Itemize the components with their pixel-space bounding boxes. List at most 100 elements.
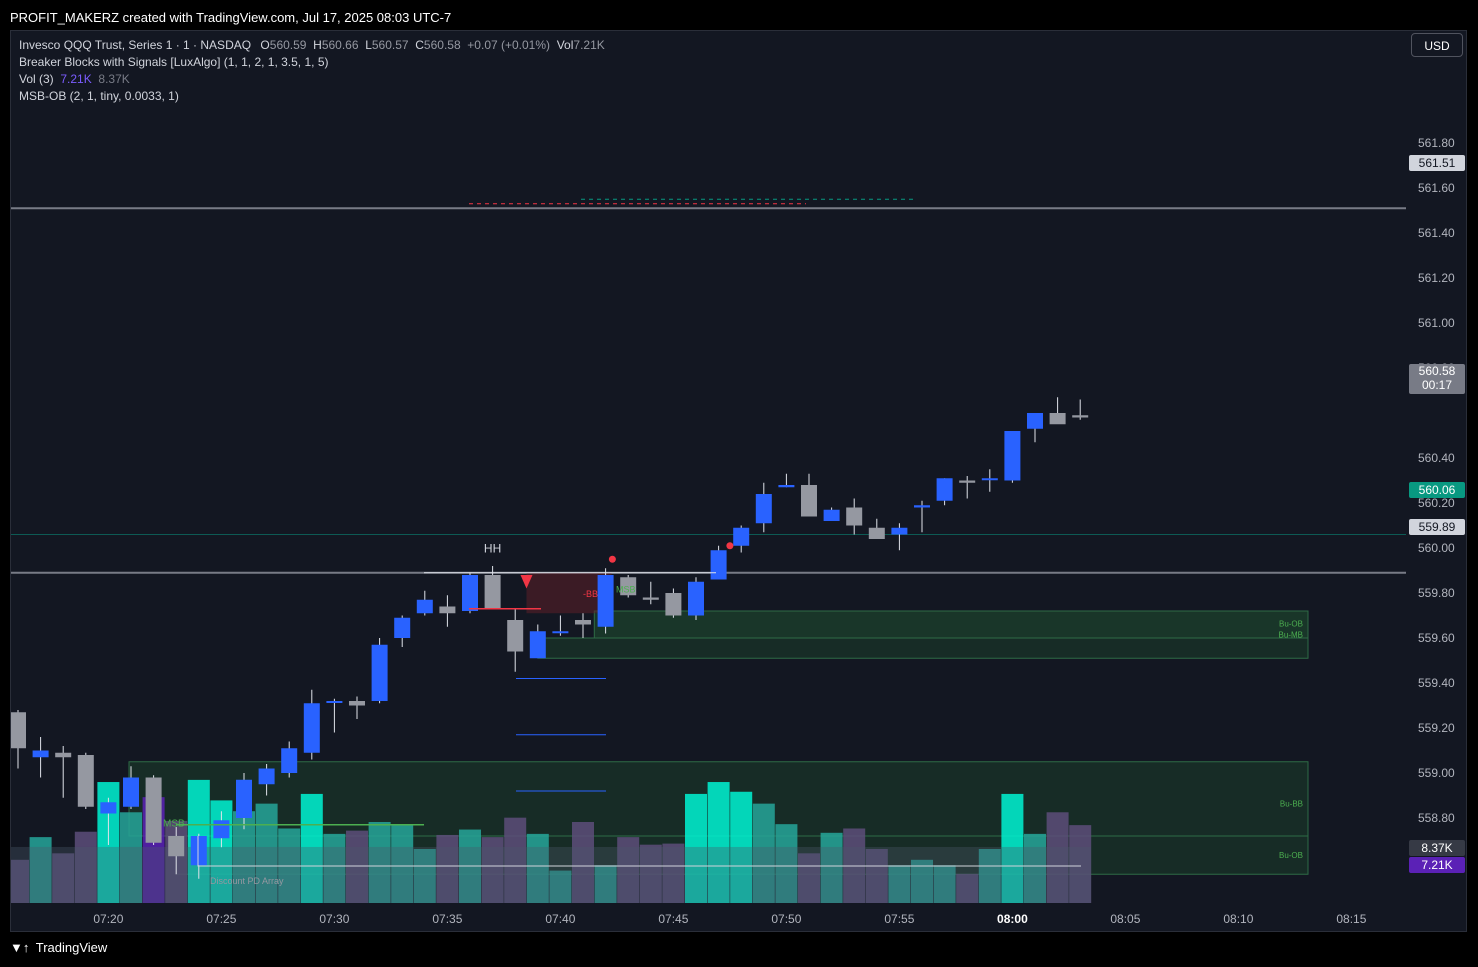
volume-bar: [572, 822, 594, 903]
annotation-bu-ob-top: Bu-OB: [1279, 619, 1303, 628]
price-axis-tick: 561.80: [1418, 136, 1455, 150]
low-value: 560.57: [371, 38, 409, 52]
candle-body: [77, 755, 94, 807]
candle-body: [281, 748, 298, 773]
volume-bar: [933, 865, 956, 903]
bu-ob-zone-upper: [593, 610, 1309, 639]
volume-bar: [820, 832, 843, 903]
volume-bar: [255, 803, 278, 903]
candle-body: [710, 550, 727, 580]
price-change: +0.07 (+0.01%): [467, 38, 551, 52]
time-axis-tick: 07:20: [93, 912, 123, 926]
candle-body: [642, 597, 659, 600]
price-axis-tick: 559.40: [1418, 676, 1455, 690]
candle-body: [620, 577, 637, 596]
volume-bar: [978, 849, 1001, 903]
candle-body: [891, 527, 908, 535]
candle-body: [236, 779, 252, 818]
volume-bar: [707, 782, 730, 903]
symbol-name[interactable]: Invesco QQQ Trust, Series 1 · 1 · NASDAQ: [19, 38, 252, 52]
bu-mb-zone: [537, 637, 1309, 659]
candle-body: [1072, 415, 1089, 418]
volume-bar: [752, 803, 775, 903]
candle-body: [665, 593, 682, 616]
annotation-bu-mb: Bu-MB: [1279, 631, 1303, 640]
volume-bar: [74, 831, 97, 903]
candle-body: [168, 836, 185, 857]
candle-body: [868, 527, 885, 539]
price-axis-tick: 560.20: [1418, 496, 1455, 510]
volume-bar: [730, 791, 753, 903]
candle-body: [371, 644, 388, 701]
currency-button[interactable]: USD: [1411, 33, 1463, 57]
price-axis-tick: 558.80: [1418, 811, 1455, 825]
volume-bar: [11, 859, 29, 903]
candle-body: [394, 617, 411, 638]
volume-bar: [911, 859, 933, 903]
level-high-tag: 561.51: [1409, 155, 1465, 171]
volume-bar: [956, 873, 979, 903]
level-mid-tag: 559.89: [1409, 519, 1465, 535]
indicator-volume[interactable]: Vol (3) 7.21K 8.37K: [19, 71, 605, 88]
candle-body: [1049, 413, 1066, 425]
candle-body: [981, 478, 998, 481]
high-value: 560.66: [321, 38, 359, 52]
candle-body: [439, 606, 456, 614]
price-chart[interactable]: HH MSB MSB -BB Bu-OB Bu-MB Bu-BB Bu-OB Discount …: [11, 31, 1467, 932]
volume-bar: [52, 853, 75, 903]
candle-body: [1004, 431, 1021, 481]
volume-bar: [346, 830, 368, 903]
price-axis-tick: 559.60: [1418, 631, 1455, 645]
volume-bar: [481, 837, 504, 903]
symbol-legend-row[interactable]: Invesco QQQ Trust, Series 1 · 1 · NASDAQ…: [19, 37, 605, 54]
chart-legend: Invesco QQQ Trust, Series 1 · 1 · NASDAQ…: [19, 37, 605, 105]
annotation-discount: Discount PD Array: [210, 876, 284, 886]
level-green-tag: 560.06: [1409, 482, 1465, 498]
time-axis-tick: 08:10: [1223, 912, 1253, 926]
sell-signal-icon: [520, 575, 533, 589]
price-axis-tick: 561.60: [1418, 181, 1455, 195]
volume-ma-tag: 8.37K: [1409, 840, 1465, 856]
candle-body: [303, 703, 320, 753]
volume-bar: [368, 822, 391, 903]
candle-body: [349, 701, 365, 706]
candle-body: [688, 581, 704, 616]
volume-last-tag: 7.21K: [1409, 857, 1465, 873]
chart-panel[interactable]: HH MSB MSB -BB Bu-OB Bu-MB Bu-BB Bu-OB Discount …: [10, 30, 1467, 932]
time-axis-tick: 07:25: [206, 912, 236, 926]
volume-bar: [29, 837, 52, 903]
candle-body: [552, 631, 569, 634]
price-axis-tick: 560.40: [1418, 451, 1455, 465]
volume-bar: [436, 834, 459, 903]
indicator-breaker-blocks[interactable]: Breaker Blocks with Signals [LuxAlgo] (1…: [19, 55, 329, 69]
candle-body: [462, 575, 478, 611]
candle-body: [190, 836, 207, 866]
bar-countdown: 00:17: [1421, 378, 1453, 392]
candle-body: [11, 712, 26, 749]
volume-label: Vol: [556, 38, 574, 52]
volume-value: 7.21K: [573, 38, 605, 52]
bear-breaker-zone: [526, 572, 612, 614]
indicator-msb-ob[interactable]: MSB-OB (2, 1, tiny, 0.0033, 1): [19, 89, 179, 103]
candle-body: [145, 777, 162, 843]
volume-bar: [504, 817, 527, 903]
time-axis-tick: 08:15: [1336, 912, 1366, 926]
low-label: L: [365, 38, 372, 52]
volume-bar: [617, 837, 640, 903]
candle-body: [597, 575, 614, 627]
snapshot-credit: PROFIT_MAKERZ created with TradingView.c…: [10, 10, 452, 25]
annotation-hh: HH: [484, 542, 501, 556]
candle-body: [484, 575, 501, 609]
candle-body: [959, 480, 976, 483]
candle-body: [936, 478, 953, 501]
volume-bar: [323, 833, 346, 903]
price-axis-tick: 559.20: [1418, 721, 1455, 735]
candle-body: [801, 485, 817, 517]
volume-bar: [413, 849, 436, 903]
volume-bar: [639, 844, 662, 903]
volume-bar: [775, 824, 798, 903]
footer-brand[interactable]: ▼↑ TradingView: [10, 940, 107, 955]
candle-body: [326, 701, 343, 703]
close-value: 560.58: [423, 38, 461, 52]
time-axis-tick: 07:50: [771, 912, 801, 926]
